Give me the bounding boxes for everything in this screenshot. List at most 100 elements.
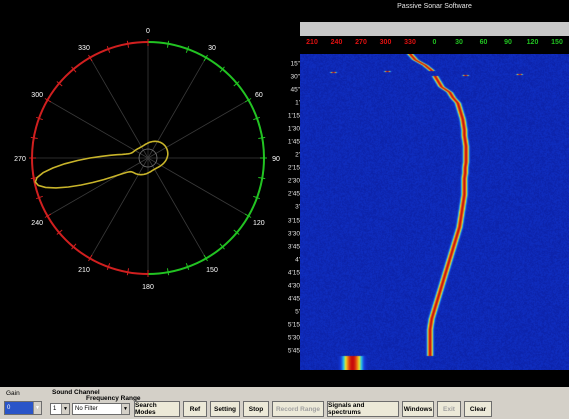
ring-tick [233,229,240,235]
time-label: 2'15 [287,164,300,172]
ring-tick [233,81,240,87]
bearing-label: 270 [14,156,26,163]
time-label: 3' [295,203,300,211]
bearing-spoke [47,157,149,217]
time-label: 4' [295,256,300,264]
ring-tick [203,54,208,62]
ring-tick [126,40,130,48]
sound-channel-label: Sound Channel [52,389,100,396]
ring-tick [88,54,93,62]
ring-tick [185,46,190,53]
bearing-spoke [47,99,149,159]
bearing-scale-label: 120 [526,39,539,46]
bearing-scale-label: 330 [404,39,416,46]
bearing-spoke [89,157,149,259]
ring-tick [219,243,225,250]
chevron-down-icon: ▼ [33,402,41,414]
time-label: 4'15 [287,269,300,277]
bearing-scale-label: 90 [504,39,512,46]
bearing-label: 210 [78,267,90,274]
header-bar [300,22,569,36]
ring-tick [166,40,170,48]
bearing-label: 240 [31,220,43,227]
channel-select[interactable]: 1 ▼ [50,403,70,415]
bearing-spoke [147,157,249,217]
frequency-range-label: Frequency Range [86,395,141,402]
directional-response-trace [34,140,169,189]
bearing-spoke [147,157,207,259]
bearing-scale-label: 300 [379,39,392,46]
time-label: 1'45 [287,138,300,146]
time-label: 5'45 [287,347,300,355]
time-label: 3'15 [287,217,300,225]
time-label: 1'30 [287,125,300,133]
bearing-label: 300 [31,92,43,99]
ring-tick [219,66,225,73]
time-label: 5' [295,308,300,316]
ring-tick [253,195,260,200]
bearing-label: 180 [142,284,154,290]
ring-tick [88,254,93,262]
chevron-down-icon: ▼ [121,404,129,414]
bearing-scale-label: 210 [306,39,318,46]
search-modes-button[interactable]: Search Modes [134,401,180,417]
time-label: 2'45 [287,190,300,198]
time-label: 2'30 [287,177,300,185]
time-label: 5'15 [287,321,300,329]
waterfall-display[interactable] [300,54,569,370]
time-label: 2' [295,151,300,159]
bearing-spoke [147,99,249,159]
bearing-spoke [147,57,207,159]
ring-tick [126,268,130,276]
signals-and-spectrums-button[interactable]: Signals and spectrums [327,401,399,417]
record-range-button[interactable]: Record Range [272,401,324,417]
ring-tick [185,263,190,270]
bearing-scale-label: 150 [551,39,563,46]
ring-tick [258,176,266,180]
time-label: 1'15 [287,112,300,120]
ring-tick [106,263,111,270]
ring-tick [253,116,260,121]
exit-button[interactable]: Exit [437,401,461,417]
frequency-select[interactable]: No Filter ▼ [72,403,130,415]
bearing-label: 330 [78,45,90,52]
bearing-scale-label: 60 [479,39,488,46]
chevron-down-icon: ▼ [61,404,69,414]
ring-tick [44,213,52,218]
clear-button[interactable]: Clear [464,401,492,417]
gain-select[interactable]: 0 ▼ [4,401,42,415]
bearing-scale-label: 270 [355,39,367,46]
bearing-spoke [89,57,149,159]
bearing-label: 90 [272,156,280,163]
bearing-scale-label: 0 [432,39,437,46]
bearing-label: 30 [208,45,216,52]
ring-tick [71,66,77,73]
ring-tick [36,195,43,200]
time-label: 15" [290,60,300,68]
ring-tick [106,46,111,53]
setting-button[interactable]: Setting [210,401,240,417]
stop-button[interactable]: Stop [243,401,269,417]
bearing-label: 150 [206,267,218,274]
ring-tick [71,243,77,250]
bearing-label: 60 [255,92,263,99]
windows-button[interactable]: Windows [402,401,434,417]
time-label: 3'30 [287,230,300,238]
ring-tick [244,213,252,218]
time-label: 4'45 [287,295,300,303]
time-label: 45" [290,86,300,94]
window-title: Passive Sonar Software [397,3,472,10]
center-circle [138,148,158,168]
bearing-label: 120 [253,220,265,227]
ring-tick [203,254,208,262]
toolbar: Gain 0 ▼ Sound Channel Frequency Range 1… [0,387,569,419]
time-label: 4'30 [287,282,300,290]
bearing-scale: 210 240 270 300 330 0 30 60 90 120 150 [300,37,569,49]
ring-tick [36,116,43,121]
ref-button[interactable]: Ref [183,401,207,417]
ring-tick [44,98,52,103]
polar-bearing-display: 0 30 60 90 120 150 180 210 240 270 300 330 [14,28,280,290]
time-label: 5'30 [287,334,300,342]
ring-tick [244,98,252,103]
gain-label: Gain [6,390,20,397]
